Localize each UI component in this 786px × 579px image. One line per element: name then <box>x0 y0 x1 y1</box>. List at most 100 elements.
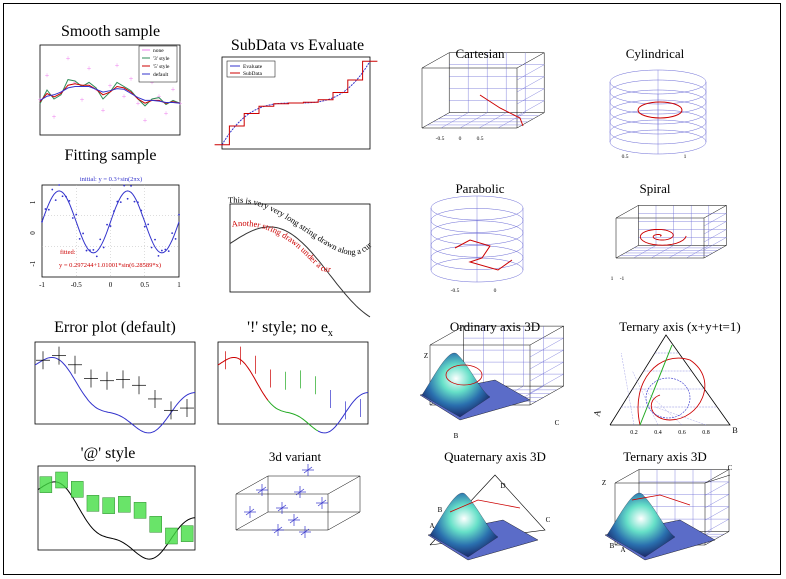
at_style-error-box <box>118 496 131 513</box>
title-cartesian: Cartesian <box>455 46 505 61</box>
at_style-error-box <box>133 502 147 519</box>
fitting-formula-label: y = 0.297244+1.01001*sin(6.28589*x) <box>59 262 161 269</box>
smooth-none-point: + <box>52 113 57 122</box>
fitting-data-point <box>178 213 180 216</box>
ternary-grid2 <box>654 406 707 426</box>
fitting-y-tick-1: 0 <box>29 231 37 235</box>
cartesian-box-edge-9 <box>516 52 545 69</box>
variant3d-point-d <box>273 526 283 534</box>
ternary-tick-3: 0.6 <box>678 430 686 436</box>
title-smooth-sample: Smooth sample <box>60 23 161 40</box>
spiral-box-floor-grid <box>651 245 674 259</box>
at_style-error-box <box>149 516 162 533</box>
fitting-data-point <box>113 210 115 213</box>
smooth-legend-label-0: none <box>153 48 164 54</box>
ternary-tick-1: 0.2 <box>630 430 638 436</box>
ordinary3d-box-edge-6 <box>429 325 464 346</box>
variant3d-point-d <box>300 528 310 536</box>
fitting-data-point <box>157 254 160 257</box>
cartesian-x-tick-2: 0.5 <box>477 136 484 142</box>
variant3d-box-edge-5 <box>327 511 361 531</box>
subdata-legend-label-0: Evaluate <box>243 64 263 70</box>
cylindrical-x-tick-1: 1 <box>684 154 687 160</box>
ternary3d-box-edge-6 <box>614 469 640 484</box>
title-parabolic: Parabolic <box>455 181 505 196</box>
spiral-box-side-grid <box>703 221 727 235</box>
cartesian-box-floor-grid <box>478 112 507 129</box>
cartesian-box-edge-2 <box>421 112 450 129</box>
quaternary-surface <box>429 492 499 558</box>
title-bang-style-text: '!' style; no e <box>247 319 328 336</box>
title-ternary-axis: Ternary axis (x+y+t=1) <box>619 319 741 334</box>
cartesian-box-floor-grid <box>497 112 526 129</box>
at_style-error-box <box>55 471 68 489</box>
smooth-none-point: + <box>157 92 162 101</box>
variant3d-point-d <box>303 466 313 474</box>
fitting-data-point <box>41 220 43 223</box>
title-bang-style-subscript: x <box>327 328 333 340</box>
variant3d-point-d <box>317 499 327 507</box>
parabolic-curve <box>454 239 513 271</box>
spiral-box-side-grid <box>703 229 727 243</box>
fitting-data-point <box>99 238 102 241</box>
title-bang-style: '!' style; no ex <box>215 319 365 339</box>
spiral-box-edge-5 <box>703 245 727 259</box>
title-3d-variant: 3d variant <box>268 449 322 464</box>
error_default-curve <box>34 357 196 434</box>
fitting-data-point <box>102 246 105 249</box>
fitting-data-point <box>130 184 132 187</box>
fitting-data-point <box>123 184 126 187</box>
bang_style-curve-segment-2 <box>317 392 369 434</box>
fitting-data-point <box>143 225 146 228</box>
fitting-x-tick-2: 0 <box>109 281 113 289</box>
title-at-style: '@' style <box>80 445 136 462</box>
fitting-data-point <box>85 249 88 252</box>
cartesian-x-tick-1: 0 <box>459 136 462 142</box>
fitting-x-tick-3: 0.5 <box>140 281 149 289</box>
parabolic-x-tick-0: -0.5 <box>451 288 460 294</box>
fitting-data-point <box>147 223 150 226</box>
fitting-data-point <box>58 184 61 186</box>
spiral-box-edge-9 <box>703 205 727 219</box>
ternary-grid2 <box>621 352 635 426</box>
variant3d-point-d <box>295 488 305 496</box>
fitting-data-point <box>171 232 174 234</box>
ordinary3d-curve <box>445 364 483 386</box>
title-fitting-sample: Fitting sample <box>64 147 157 164</box>
ternary3d-axis-b: B <box>610 542 615 550</box>
subdata-subdata-steps <box>214 60 378 146</box>
fitting-data-point <box>106 223 108 226</box>
smooth-none-point: + <box>66 54 71 63</box>
spiral-x-tick-0: 1 <box>611 276 614 282</box>
smooth-legend-label-2: '5' style <box>153 64 170 70</box>
fitting-data-point <box>92 249 95 251</box>
cartesian-box-side-grid <box>516 88 545 105</box>
ternary3d-axis-line <box>704 474 731 484</box>
fitting-data-point <box>61 195 64 198</box>
fitting-data-point <box>167 250 170 253</box>
spiral-box-floor-grid <box>686 245 709 259</box>
title-spiral: Spiral <box>639 181 671 196</box>
title-cylindrical: Cylindrical <box>625 46 685 61</box>
variant3d-box-edge-2 <box>235 511 269 531</box>
spiral-box-floor-grid <box>633 245 657 259</box>
at_style-error-box <box>165 527 178 545</box>
smooth-none-point: + <box>73 78 78 87</box>
ternary-axis-a: A <box>591 408 602 417</box>
cylindrical-x-tick-0: 0.5 <box>622 154 629 160</box>
fitting-data-point <box>160 249 163 252</box>
quaternary-curve <box>449 499 521 513</box>
error_default-plot-frame <box>34 341 196 425</box>
cartesian-x-tick-0: -0.5 <box>436 136 445 142</box>
variant3d-point-d <box>289 516 299 524</box>
ordinary3d-axis-c: C <box>555 419 560 427</box>
ternary3d-curve <box>631 494 691 506</box>
smooth-none-point: + <box>136 99 141 108</box>
ordinary3d-axis-b: B <box>454 432 459 440</box>
cartesian-curve <box>479 94 524 127</box>
smooth-plot-frame <box>39 44 181 136</box>
fitting-data-point <box>116 200 119 203</box>
fitting-data-point <box>75 213 78 216</box>
ternary-blue-curve <box>645 377 691 419</box>
